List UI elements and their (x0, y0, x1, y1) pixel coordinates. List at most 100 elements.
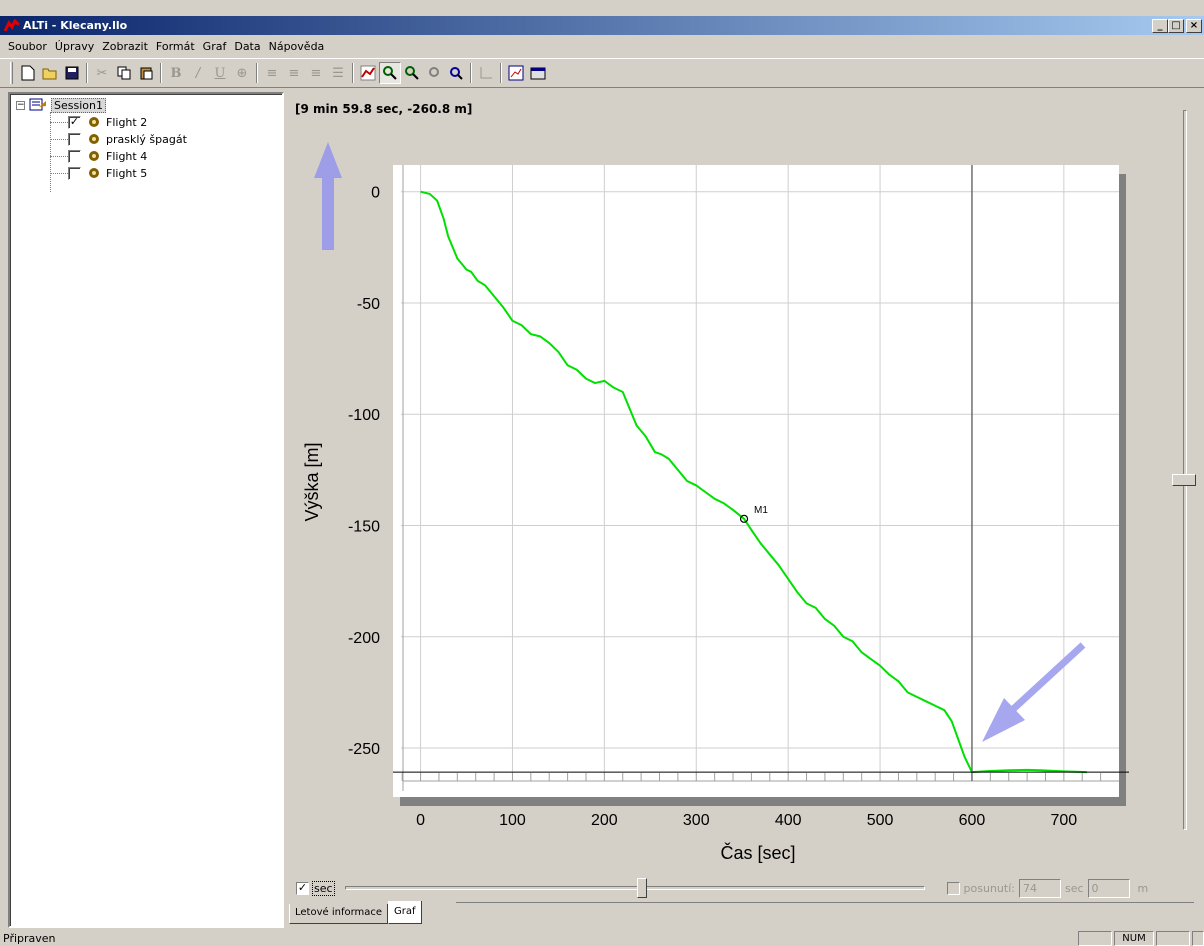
font-icon[interactable]: ⊕ (236, 65, 248, 81)
tree-connector (50, 172, 68, 174)
menu-napoveda[interactable]: Nápověda (268, 39, 325, 53)
x-tick-label: 700 (1051, 812, 1078, 829)
tree-item-flight-4[interactable]: Flight 4 (50, 148, 147, 164)
sec-checkbox-label[interactable]: sec (312, 880, 335, 896)
zoom-all-icon[interactable] (445, 62, 467, 84)
chart-properties-icon[interactable] (505, 62, 527, 84)
plot-area[interactable] (393, 165, 1119, 797)
menu-upravy[interactable]: Úpravy (54, 39, 95, 53)
status-cell-caps (1078, 930, 1112, 946)
tree-item-prasklý-špagát[interactable]: prasklý špagát (50, 131, 187, 147)
save-icon[interactable] (61, 62, 83, 84)
y-tick-label: -200 (348, 630, 380, 647)
vertical-slider-thumb[interactable] (1172, 474, 1196, 486)
time-slider-track[interactable] (344, 886, 925, 890)
y-axis: 0 -50 -100 -150 -200 -250 (348, 165, 404, 791)
y-tick-label: -150 (348, 519, 380, 536)
tree-item-flight-5[interactable]: Flight 5 (50, 165, 147, 181)
menu-bar: Soubor Úpravy Zobrazit Formát Graf Data … (0, 36, 1204, 56)
session-tree: − Session1 ✓ Flight 2 prasklý špagát (8, 92, 284, 928)
altitude-chart[interactable]: 0 -50 -100 -150 -200 -250 0 100 200 300 400 500 600… (288, 92, 1168, 882)
minimize-button[interactable]: _ (1152, 18, 1168, 33)
flight-label[interactable]: Flight 2 (106, 115, 148, 129)
offset-checkbox[interactable] (946, 881, 960, 895)
altitude-series-line (420, 190, 1087, 774)
underline-icon[interactable]: U (214, 65, 226, 81)
offset-meters-input[interactable]: 0 (1087, 878, 1130, 898)
toolbar-separator (160, 63, 162, 83)
window-title: ALTi - Klecany.llo (23, 19, 128, 32)
zoom-x-icon[interactable] (379, 62, 401, 84)
bold-icon[interactable]: B (170, 65, 182, 81)
up-arrow-icon (314, 142, 342, 224)
cut-icon[interactable]: ✂ (96, 65, 108, 81)
x-tick-label: 200 (591, 812, 618, 829)
zoom-previous-icon[interactable] (423, 62, 445, 84)
offset-seconds-input[interactable]: 74 (1018, 878, 1061, 898)
sec-unit-label: sec (1064, 881, 1084, 895)
flight-icon (87, 115, 101, 129)
italic-icon[interactable]: / (195, 65, 201, 81)
menu-graf[interactable]: Graf (202, 39, 227, 53)
x-tick-label: 300 (683, 812, 710, 829)
time-slider[interactable] (344, 878, 925, 898)
tab-graf[interactable]: Graf (388, 901, 422, 924)
menu-format[interactable]: Formát (155, 39, 195, 53)
x-tick-label: 600 (959, 812, 986, 829)
y-tick-label: 0 (371, 185, 380, 202)
flight-checkbox[interactable]: ✓ (68, 114, 81, 129)
collapse-icon[interactable]: − (16, 99, 25, 110)
status-cell-resize (1192, 930, 1204, 946)
align-left-icon[interactable]: ≡ (266, 65, 278, 81)
toolbar-grip[interactable] (10, 62, 13, 84)
sec-checkbox[interactable]: ✓ (296, 880, 309, 895)
cursor-readout: [9 min 59.8 sec, -260.8 m] (295, 102, 473, 116)
align-right-icon[interactable]: ≡ (310, 65, 322, 81)
tree-connector (50, 138, 68, 140)
flight-label[interactable]: prasklý špagát (106, 132, 187, 146)
flight-label[interactable]: Flight 4 (106, 149, 148, 163)
toolbar-separator (352, 63, 354, 83)
close-button[interactable]: × (1186, 18, 1202, 33)
flight-checkbox[interactable] (68, 149, 81, 163)
paste-icon[interactable] (135, 62, 157, 84)
bullets-icon[interactable]: ☰ (332, 65, 344, 81)
up-arrow-icon (322, 176, 334, 250)
menu-zobrazit[interactable]: Zobrazit (102, 39, 148, 53)
toolbar-separator (86, 63, 88, 83)
tree-connector (50, 112, 51, 192)
open-folder-icon[interactable] (39, 62, 61, 84)
zoom-y-icon[interactable] (401, 62, 423, 84)
align-center-icon[interactable]: ≡ (288, 65, 300, 81)
flight-icon (87, 149, 101, 163)
vertical-slider-track[interactable] (1183, 110, 1187, 830)
tree-session-node[interactable]: − Session1 (16, 97, 106, 113)
toolbar-separator (500, 63, 502, 83)
session-label[interactable]: Session1 (51, 97, 106, 113)
flight-label[interactable]: Flight 5 (106, 166, 148, 180)
menu-data[interactable]: Data (234, 39, 261, 53)
axis-icon[interactable] (475, 62, 497, 84)
cursor-layer (393, 165, 1129, 781)
x-tick-label: 500 (867, 812, 894, 829)
y-axis-label: Výška [m] (302, 442, 322, 521)
status-bar: Připraven NUM (0, 930, 1204, 946)
x-axis-label: Čas [sec] (720, 842, 795, 863)
offset-label: posunutí: (963, 881, 1015, 895)
menu-soubor[interactable]: Soubor (8, 39, 47, 53)
flight-icon (87, 166, 101, 180)
tab-letove-informace[interactable]: Letové informace (289, 904, 389, 924)
flight-checkbox[interactable] (68, 132, 81, 146)
new-file-icon[interactable] (17, 62, 39, 84)
flight-icon (87, 132, 101, 146)
status-cell-scroll (1156, 930, 1190, 946)
status-cell-num: NUM (1114, 930, 1154, 946)
series-layer: M1 (420, 190, 1087, 774)
copy-icon[interactable] (113, 62, 135, 84)
tree-item-flight-2[interactable]: ✓ Flight 2 (50, 114, 147, 130)
maximize-button[interactable]: □ (1168, 18, 1184, 33)
time-slider-thumb[interactable] (636, 878, 647, 898)
flight-checkbox[interactable] (68, 166, 81, 180)
settings-icon[interactable] (527, 62, 549, 84)
chart-markers-icon[interactable] (357, 62, 379, 84)
